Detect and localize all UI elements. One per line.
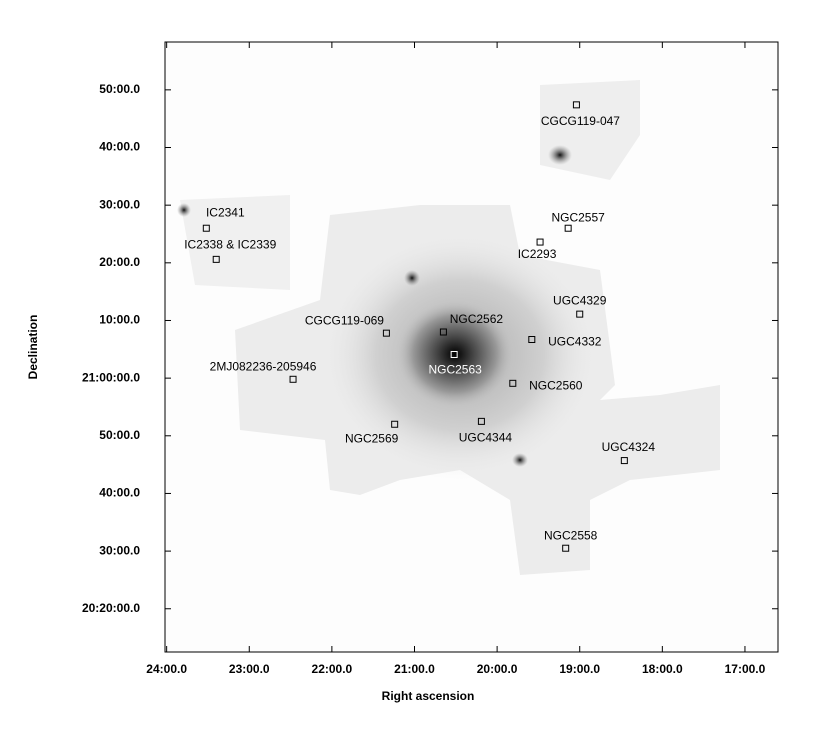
coverage <box>180 195 290 290</box>
galaxy-label: IC2338 & IC2339 <box>184 238 276 252</box>
galaxy-label: NGC2563 <box>428 363 482 377</box>
y-tick-label: 20:00.0 <box>99 255 140 269</box>
galaxy-label: UGC4344 <box>459 431 513 445</box>
x-tick-label: 17:00.0 <box>725 662 766 676</box>
x-tick-label: 21:00.0 <box>394 662 435 676</box>
galaxy-marker <box>202 224 210 232</box>
galaxy-marker <box>620 457 628 465</box>
x-tick-label: 24:00.0 <box>146 662 187 676</box>
galaxy-marker <box>576 310 584 318</box>
galaxy-label: NGC2569 <box>345 431 399 445</box>
y-tick-label: 50:00.0 <box>99 428 140 442</box>
blob <box>404 270 420 286</box>
galaxy-marker <box>212 255 220 263</box>
galaxy-marker <box>289 375 297 383</box>
core <box>395 299 515 409</box>
galaxy-label: IC2341 <box>206 205 245 219</box>
galaxy-label: UGC4324 <box>602 440 656 454</box>
galaxy-marker <box>562 544 570 552</box>
galaxy-label: CGCG119-069 <box>305 313 384 327</box>
galaxy-marker <box>439 328 447 336</box>
y-tick-label: 30:00.0 <box>99 197 140 211</box>
galaxy-marker <box>391 420 399 428</box>
galaxy-marker <box>450 350 458 358</box>
y-tick-label: 30:00.0 <box>99 543 140 557</box>
galaxy-marker <box>477 417 485 425</box>
galaxy-label: UGC4332 <box>548 335 602 349</box>
x-tick-label: 20:00.0 <box>477 662 518 676</box>
frame <box>164 41 779 653</box>
x-tick-label: 23:00.0 <box>229 662 270 676</box>
galaxy-label: NGC2560 <box>529 378 583 392</box>
galaxy-marker <box>509 379 517 387</box>
blob <box>512 453 528 467</box>
y-axis-label: Declination <box>26 315 40 380</box>
y-tick-label: 20:20:00.0 <box>82 601 140 615</box>
x-tick-label: 19:00.0 <box>559 662 600 676</box>
galaxy-marker <box>382 329 390 337</box>
galaxy-marker <box>572 101 580 109</box>
y-tick-label: 21:00:00.0 <box>82 370 140 384</box>
x-tick-label: 22:00.0 <box>312 662 353 676</box>
x-axis-label: Right ascension <box>382 689 475 703</box>
galaxy-label: 2MJ082236-205946 <box>210 359 317 373</box>
y-tick-label: 40:00.0 <box>99 140 140 154</box>
y-tick-label: 50:00.0 <box>99 82 140 96</box>
y-tick-label: 40:00.0 <box>99 486 140 500</box>
blob <box>177 203 191 217</box>
x-tick-label: 18:00.0 <box>642 662 683 676</box>
blob <box>548 145 572 165</box>
galaxy-label: UGC4329 <box>553 293 607 307</box>
galaxy-label: NGC2558 <box>544 528 598 542</box>
galaxy-label: NGC2557 <box>551 210 605 224</box>
galaxy-label: NGC2562 <box>450 312 504 326</box>
galaxy-marker <box>528 336 536 344</box>
galaxy-marker <box>536 238 544 246</box>
y-tick-label: 10:00.0 <box>99 313 140 327</box>
galaxy-label: CGCG119-047 <box>541 114 620 128</box>
sky-image <box>177 80 720 575</box>
galaxy-marker <box>564 224 572 232</box>
galaxy-label: IC2293 <box>518 247 557 261</box>
